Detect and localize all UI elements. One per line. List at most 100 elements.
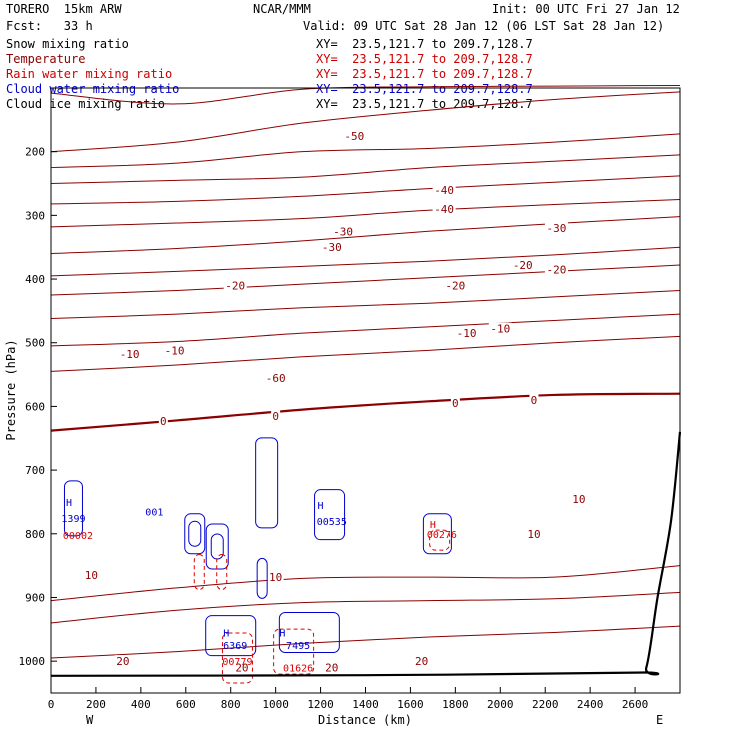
x-tick-label: 2200 [532, 698, 559, 711]
legend-temperature: Temperature [6, 52, 86, 66]
temperature-label: -30 [333, 225, 353, 238]
temperature-label: -20 [445, 279, 465, 292]
rain-water-contour [193, 554, 205, 590]
x-tick-label: 1400 [352, 698, 379, 711]
x-tick-label: 2400 [577, 698, 604, 711]
plot-frame [50, 87, 681, 694]
temperature-label-bg [264, 371, 288, 383]
temperature-label: 0 [452, 397, 459, 410]
legend-snow-xy: XY= 23.5,121.7 to 209.7,128.7 [316, 37, 533, 51]
temperature-label-bg [114, 655, 131, 667]
cloud-water-contour [278, 612, 340, 653]
cloud-water-contour [184, 513, 206, 555]
y-tick-label: 200 [25, 146, 45, 159]
moisture-label: H [66, 498, 72, 509]
x-axis-label: Distance (km) [318, 713, 412, 727]
temperature-label-bg [455, 327, 479, 339]
moisture-label: 00535 [317, 517, 347, 528]
y-tick-label: 900 [25, 591, 45, 604]
temperature-label: -10 [457, 327, 477, 340]
x-axis: 0 200 400 600 800 1000 1200 1400 1600 1800 2000 220… [48, 687, 648, 711]
temperature-contour-labels: -60-50-40-40-30-30-30-20 -20-20-20-10 -10-… [83, 129, 587, 675]
y-tick-label: 300 [25, 209, 45, 222]
x-tick-label: 1600 [397, 698, 424, 711]
y-axis-label: Pressure (hPa) [4, 339, 18, 440]
temperature-label-bg [443, 279, 467, 291]
moisture-contours [63, 437, 452, 684]
temperature-label: -10 [165, 344, 185, 357]
temperature-label-bg [320, 241, 344, 253]
moisture-label: 1399 [61, 514, 85, 525]
temperature-contour [50, 133, 681, 169]
temperature-contour [50, 335, 681, 372]
cloud-water-contour [205, 523, 229, 570]
temperature-contour [50, 264, 681, 296]
temperature-label: -60 [266, 372, 286, 385]
y-tick-label: 400 [25, 273, 45, 286]
y-tick-label: 800 [25, 528, 45, 541]
cloud-water-contour [314, 489, 346, 541]
temperature-label-bg [488, 322, 512, 334]
x-tick-label: 2000 [487, 698, 514, 711]
temperature-label: -20 [513, 259, 533, 272]
temperature-label-bg [544, 263, 568, 275]
forecast-hour: Fcst: 33 h [6, 19, 93, 33]
temperature-label-bg [544, 222, 568, 234]
legend-cloud-water-xy: XY= 23.5,121.7 to 209.7,128.7 [316, 82, 533, 96]
temperature-label: 20 [415, 655, 428, 668]
temperature-contour [50, 290, 681, 320]
temperature-label-bg [432, 183, 456, 195]
temperature-label-bg [223, 279, 247, 291]
x-tick-label: 1200 [307, 698, 334, 711]
temperature-contour [50, 216, 681, 255]
cloud-water-contour [256, 557, 268, 599]
cloud-water-contour [205, 615, 257, 657]
temperature-label-bg [413, 655, 430, 667]
x-tick-label: 800 [221, 698, 241, 711]
y-tick-label: 500 [25, 337, 45, 350]
temperature-contour [50, 91, 681, 153]
temperature-contours [50, 84, 681, 659]
temperature-label: 10 [527, 528, 540, 541]
cloud-water-contour [188, 520, 202, 547]
temperature-label: -10 [490, 323, 510, 336]
y-tick-label: 600 [25, 400, 45, 413]
legend-temperature-xy: XY= 23.5,121.7 to 209.7,128.7 [316, 52, 533, 66]
temperature-label-bg [163, 344, 187, 356]
moisture-label: 00002 [63, 531, 93, 542]
temperature-label: -50 [344, 130, 364, 143]
east-label: E [656, 713, 663, 727]
temperature-label-bg [432, 203, 456, 214]
moisture-label: H [430, 520, 436, 531]
temperature-label: 10 [572, 493, 585, 506]
x-tick-label: 0 [48, 698, 55, 711]
cloud-water-contour [255, 437, 279, 529]
rain-water-contour [429, 529, 451, 551]
temperature-label-bg [525, 527, 542, 539]
rain-water-contour [216, 554, 228, 590]
temperature-contour [50, 154, 681, 185]
temperature-contour [50, 565, 681, 602]
temperature-contour [50, 198, 681, 228]
moisture-label: H [279, 629, 285, 640]
temperature-label-bg [511, 259, 535, 271]
temperature-label: 10 [85, 569, 98, 582]
temperature-label: -10 [120, 348, 140, 361]
y-tick-label: 1000 [19, 655, 46, 668]
moisture-label: 00276 [427, 530, 457, 541]
temperature-label-bg [331, 225, 355, 237]
temperature-contour [50, 392, 681, 432]
temperature-contour [50, 591, 681, 624]
legend-cloud-water: Cloud water mixing ratio [6, 82, 180, 96]
temperature-label: 20 [235, 662, 248, 675]
temperature-label-bg [233, 661, 250, 673]
temperature-contour [50, 313, 681, 347]
legend-cloud-ice: Cloud ice mixing ratio [6, 97, 165, 111]
cloud-water-contour [63, 480, 83, 537]
moisture-label: H [318, 501, 324, 512]
temperature-label-bg [570, 492, 587, 504]
temperature-label: 0 [531, 394, 538, 407]
temperature-label-bg [323, 661, 340, 673]
temperature-label-bg [529, 394, 539, 406]
temperature-label: -30 [322, 241, 342, 254]
